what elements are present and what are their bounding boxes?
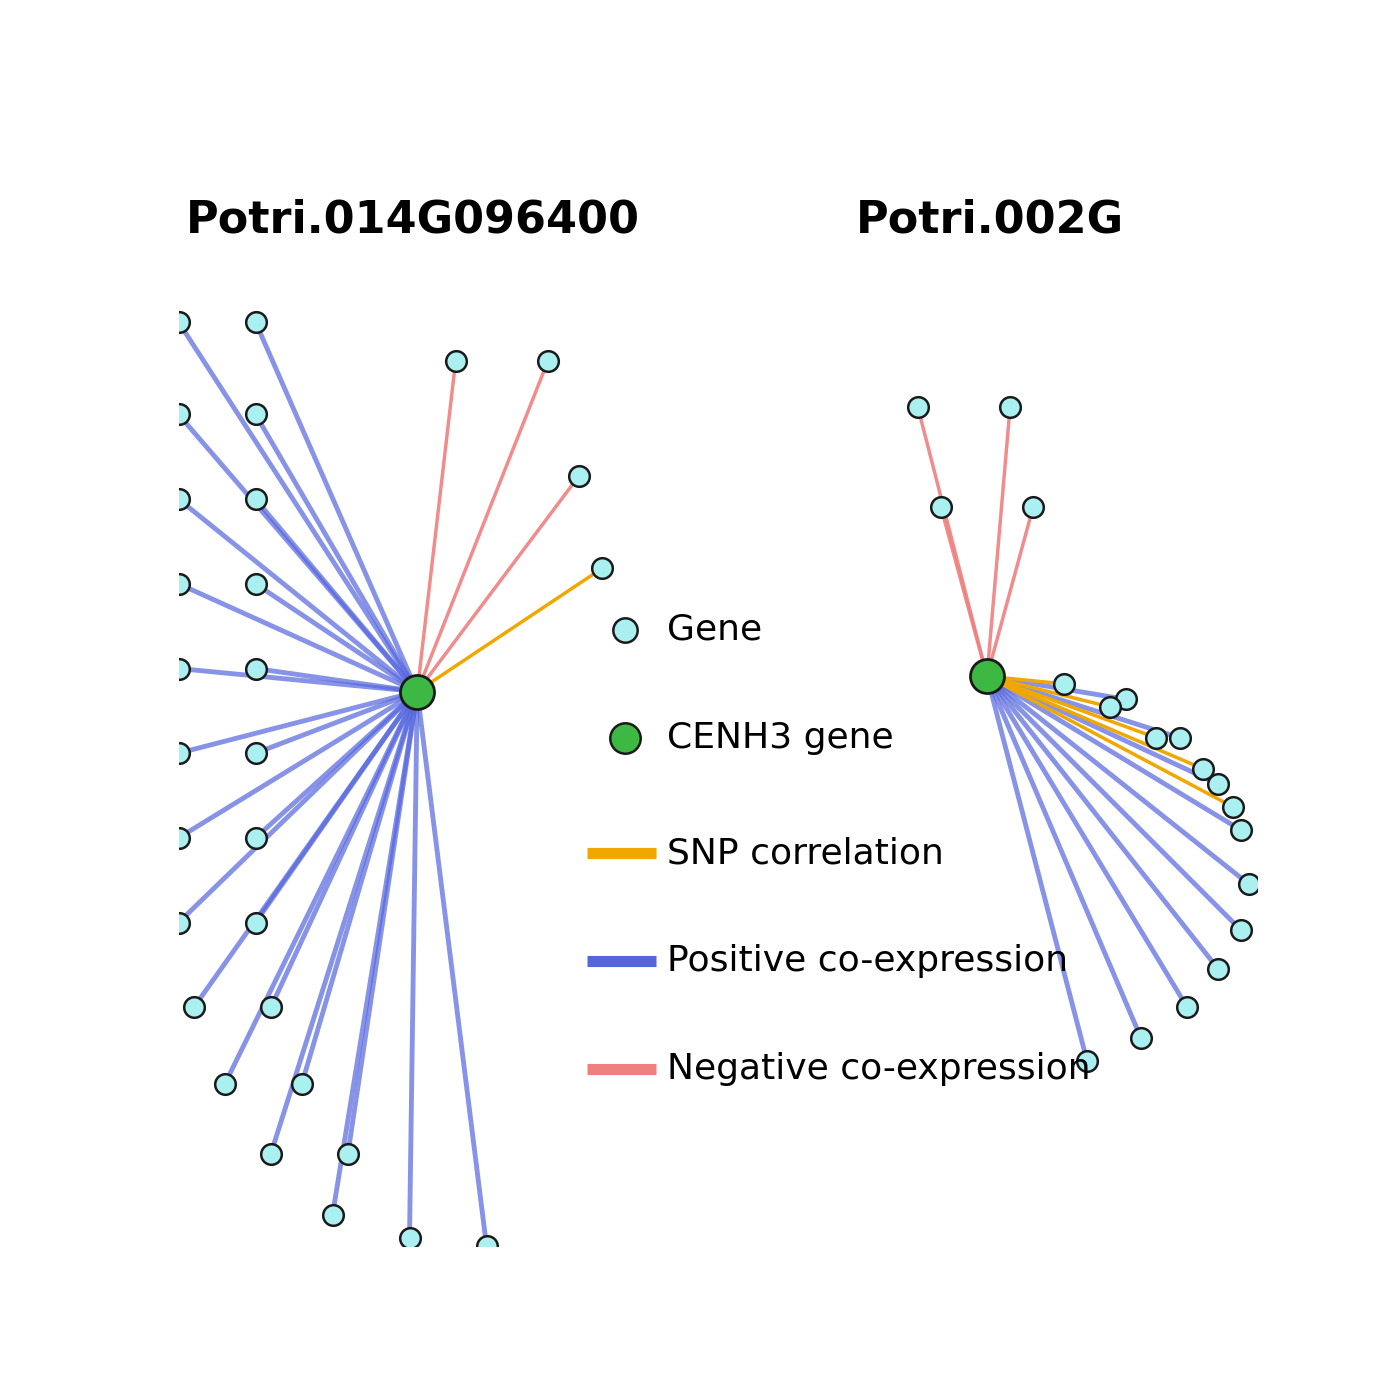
Point <box>613 727 636 749</box>
Point <box>613 619 636 641</box>
Point <box>1053 672 1075 694</box>
Point <box>445 349 468 371</box>
Text: Positive co-expression: Positive co-expression <box>668 944 1068 979</box>
Text: Potri.014G096400: Potri.014G096400 <box>186 199 640 242</box>
Point <box>168 742 190 764</box>
Point <box>1231 918 1253 941</box>
Point <box>244 826 266 848</box>
Point <box>1207 773 1229 795</box>
Point <box>168 911 190 934</box>
Point <box>536 349 559 371</box>
Point <box>1022 496 1044 518</box>
Point <box>1238 874 1260 896</box>
Point <box>1075 1050 1098 1072</box>
Point <box>244 573 266 595</box>
Point <box>398 1226 420 1250</box>
Point <box>336 1142 358 1165</box>
Point <box>213 1072 235 1095</box>
Text: Negative co-expression: Negative co-expression <box>668 1051 1091 1086</box>
Point <box>1191 757 1214 780</box>
Point <box>1222 795 1245 818</box>
Point <box>1000 395 1022 417</box>
Point <box>244 311 266 333</box>
Text: Potri.002G: Potri.002G <box>857 199 1124 242</box>
Point <box>168 826 190 848</box>
Point <box>976 665 998 687</box>
Point <box>907 395 930 417</box>
Point <box>168 311 190 333</box>
Point <box>1099 696 1121 718</box>
Point <box>321 1204 344 1226</box>
Point <box>475 1235 498 1257</box>
Point <box>168 403 190 426</box>
Point <box>168 489 190 511</box>
Point <box>568 465 591 487</box>
Point <box>1176 997 1198 1019</box>
Point <box>930 496 952 518</box>
Point <box>291 1072 314 1095</box>
Point <box>244 658 266 680</box>
Point <box>1207 958 1229 980</box>
Point <box>182 997 206 1019</box>
Point <box>406 680 428 703</box>
Point <box>244 911 266 934</box>
Point <box>244 742 266 764</box>
Point <box>168 573 190 595</box>
Point <box>1130 1028 1152 1050</box>
Point <box>244 489 266 511</box>
Point <box>244 403 266 426</box>
Text: SNP correlation: SNP correlation <box>668 836 945 871</box>
Point <box>259 997 281 1019</box>
Point <box>168 658 190 680</box>
Point <box>1231 819 1253 841</box>
Text: Gene: Gene <box>668 613 763 647</box>
Point <box>1168 727 1190 749</box>
Point <box>1145 727 1168 749</box>
Point <box>1114 687 1137 710</box>
Text: CENH3 gene: CENH3 gene <box>668 721 895 755</box>
Point <box>259 1142 281 1165</box>
Point <box>591 557 613 580</box>
